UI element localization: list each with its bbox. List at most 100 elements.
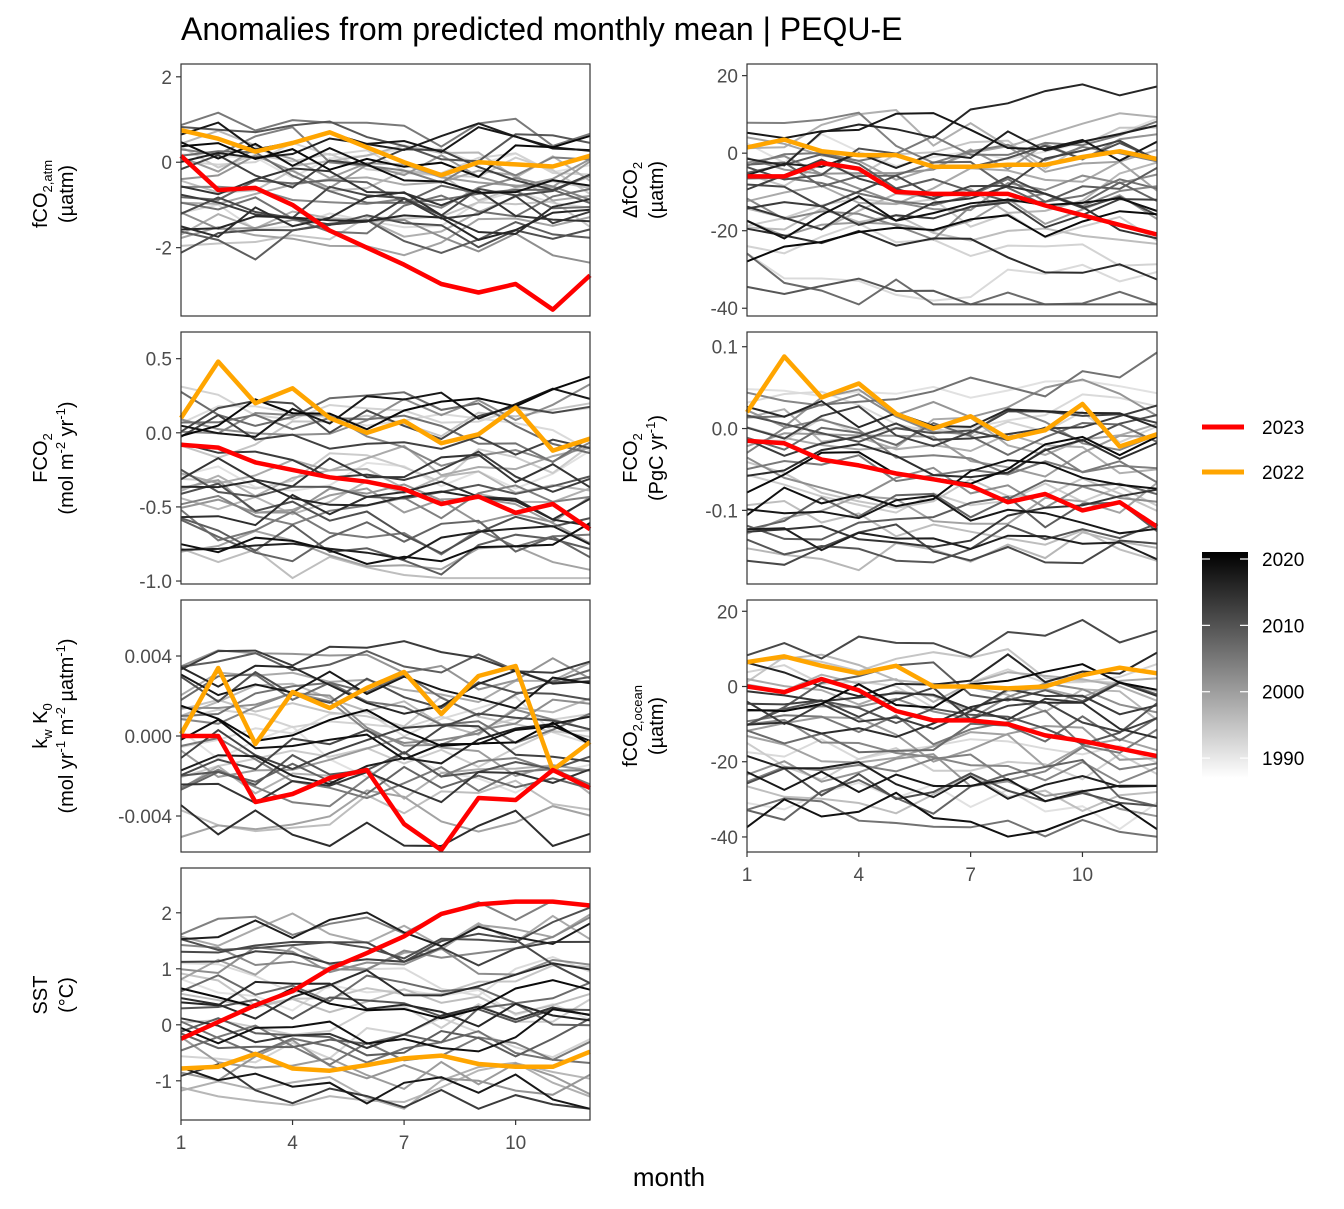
background-year-line — [746, 185, 1158, 241]
background-year-line — [180, 518, 591, 563]
background-year-line — [746, 746, 1158, 783]
background-year-line — [746, 351, 1158, 419]
background-year-line — [746, 461, 1158, 512]
background-year-line — [180, 134, 591, 178]
svg-text:kw K0: kw K0 — [30, 703, 55, 749]
background-year-line — [180, 804, 591, 848]
background-year-line — [180, 979, 591, 1020]
svg-text:(PgC yr-1): (PgC yr-1) — [643, 415, 668, 501]
x-tick-label: 1 — [176, 1133, 187, 1154]
y-tick-label: 0 — [161, 153, 172, 174]
x-tick-label: 7 — [399, 1133, 410, 1154]
panel-fco2-ocean: 20 0 -20 -401 4 7 10 — [711, 599, 1158, 886]
background-year-line — [746, 198, 1158, 229]
panel-sst: 210-11 4 7 10 — [155, 867, 591, 1154]
x-tick-label: 10 — [505, 1133, 526, 1154]
background-year-line — [746, 618, 1158, 660]
y-tick-label: 0 — [727, 678, 738, 699]
background-year-line — [180, 649, 591, 691]
background-year-line — [180, 899, 591, 936]
svg-text:(°C): (°C) — [56, 977, 78, 1013]
background-year-line — [180, 468, 591, 500]
background-year-line — [746, 155, 1158, 212]
x-axis-title: month — [633, 1162, 705, 1192]
background-year-line — [180, 750, 590, 808]
svg-text:(mol yr-1 m-2 µatm-1): (mol yr-1 m-2 µatm-1) — [53, 638, 78, 813]
background-year-line — [746, 715, 1158, 754]
y-tick-label: 0.000 — [124, 727, 172, 748]
background-year-line — [746, 210, 1158, 263]
y-tick-label: -40 — [711, 828, 738, 849]
colorbar-tick-label: 2000 — [1262, 683, 1304, 704]
background-series — [180, 899, 591, 1110]
background-year-line — [180, 169, 591, 202]
legend-label-2022: 2022 — [1262, 463, 1304, 484]
colorbar-ticks: 2020 2010 2000 1990 — [1202, 550, 1304, 770]
background-year-line — [746, 438, 1158, 479]
y-tick-label: 20 — [717, 67, 738, 88]
background-year-line — [180, 955, 591, 997]
background-year-line — [746, 160, 1158, 207]
x-tick-label: 1 — [742, 865, 753, 886]
background-year-line — [180, 219, 591, 261]
background-year-line — [180, 479, 591, 527]
ylabel-delta-fco2: ΔfCO2 (µatm) — [620, 161, 668, 219]
y-tick-label: -0.5 — [139, 498, 172, 519]
background-year-line — [746, 252, 1158, 306]
y-tick-label: 1 — [161, 960, 172, 981]
background-year-line — [180, 216, 591, 257]
background-year-line — [746, 523, 1158, 566]
background-year-line — [746, 195, 1158, 240]
series-2023 — [180, 899, 591, 1041]
svg-text:(µatm): (µatm) — [646, 161, 668, 219]
x-tick-label: 7 — [965, 865, 976, 886]
svg-text:ΔfCO2: ΔfCO2 — [620, 162, 645, 218]
series-2023 — [180, 442, 592, 532]
background-year-line — [180, 996, 591, 1024]
y-tick-label: 2 — [161, 68, 172, 89]
background-year-line — [180, 444, 591, 490]
colorbar-tick-label: 1990 — [1262, 749, 1304, 770]
series-2023 — [746, 438, 1159, 529]
background-year-line — [746, 414, 1158, 443]
y-tick-label: 0.0 — [712, 420, 738, 441]
svg-text:FCO2: FCO2 — [620, 433, 645, 482]
background-year-line — [180, 517, 591, 576]
background-year-line — [746, 378, 1158, 428]
panel-frame — [180, 63, 591, 317]
background-year-line — [746, 770, 1158, 803]
background-year-line — [180, 208, 591, 241]
background-year-line — [180, 483, 591, 524]
background-year-line — [180, 399, 591, 441]
background-year-line — [180, 691, 591, 745]
background-year-line — [180, 779, 591, 833]
colorbar-tick-label: 2010 — [1262, 616, 1304, 637]
ylabel-fco2-atm: fCO2,atm (µatm) — [30, 160, 78, 228]
panel-fco2-flux: 0.5 0.0 -0.5 -1.0 — [139, 331, 592, 593]
y-tick-label: 0.004 — [124, 647, 172, 668]
x-tick-label: 4 — [854, 865, 865, 886]
series-2022 — [180, 128, 591, 178]
colorbar — [1202, 552, 1248, 778]
panel-frame — [180, 331, 591, 585]
y-tick-label: -2 — [155, 239, 172, 260]
background-year-line — [746, 252, 1158, 302]
background-year-line — [180, 768, 591, 805]
y-tick-label: -0.1 — [705, 501, 738, 522]
panel-fco2-atm: 2 0 -2 — [155, 63, 592, 317]
legend-label-2023: 2023 — [1262, 418, 1304, 439]
y-tick-label: 0.0 — [146, 424, 172, 445]
background-year-line — [746, 494, 1158, 535]
ylabel-kw-k0: kw K0 (mol yr-1 m-2 µatm-1) — [30, 638, 78, 813]
background-year-line — [746, 767, 1158, 807]
background-series — [180, 375, 591, 580]
background-year-line — [180, 387, 591, 438]
y-tick-label: -40 — [711, 299, 738, 320]
background-year-line — [746, 473, 1158, 514]
colorbar-tick-label: 2020 — [1262, 550, 1304, 571]
y-tick-label: 0.1 — [712, 338, 738, 359]
chart-title: Anomalies from predicted monthly mean | … — [181, 11, 902, 47]
background-year-line — [180, 167, 591, 223]
background-year-line — [180, 1016, 591, 1064]
series-2022 — [745, 354, 1158, 449]
